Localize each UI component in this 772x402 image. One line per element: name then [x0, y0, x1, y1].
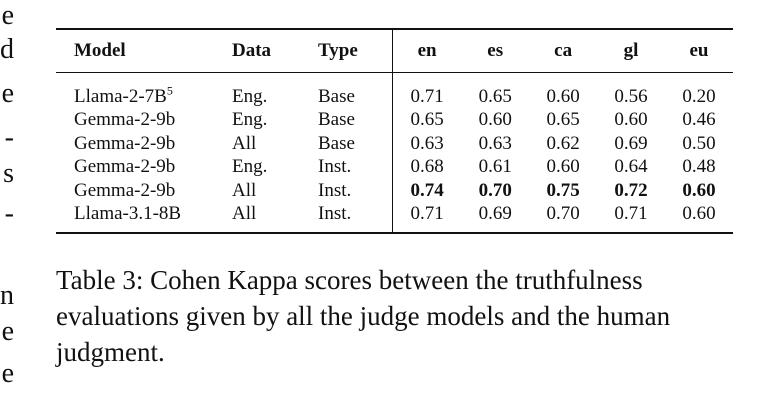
cell-score-en: 0.63: [392, 132, 462, 156]
cell-score-ca: 0.65: [546, 109, 580, 131]
cell-score-es: 0.69: [478, 203, 512, 225]
cell-score-en: 0.74: [392, 179, 462, 203]
cell-data: All: [232, 179, 257, 201]
kappa-scores-table: Model Data Type en es ca gl eu Llama-2-7…: [56, 28, 733, 234]
cell-score-eu: 0.46: [682, 109, 716, 131]
table-row: Gemma-2-9b All Base 0.63 0.63 0.62 0.69 0.50: [56, 132, 733, 156]
cell-data: All: [232, 203, 257, 225]
margin-fragment: s: [3, 158, 14, 189]
header-gl: gl: [597, 29, 666, 73]
margin-fragment: e: [1, 358, 14, 389]
table-row: Gemma-2-9b Eng. Inst. 0.68 0.61 0.60 0.64 0.48: [56, 155, 733, 180]
cell-model: Gemma-2-9b: [56, 156, 228, 180]
table-caption: Table 3: Cohen Kappa scores between the …: [56, 265, 671, 367]
model-name: Gemma-2-9b: [74, 156, 176, 178]
cell-type: Inst.: [318, 156, 352, 178]
cell-score-eu: 0.48: [682, 156, 716, 178]
cell-data: Eng.: [232, 85, 268, 107]
header-type: Type: [314, 29, 393, 73]
cell-type: Base: [318, 85, 355, 107]
cell-score-en: 0.71: [392, 72, 462, 109]
cell-score-en: 0.65: [392, 108, 462, 132]
cell-score-eu: 0.60: [682, 203, 716, 225]
cell-score-es: 0.60: [478, 109, 512, 131]
cell-model: Gemma-2-9b: [56, 132, 228, 156]
cell-score-gl: 0.69: [614, 132, 648, 154]
cell-model: Gemma-2-9b: [56, 109, 228, 133]
model-name: Gemma-2-9b: [74, 179, 176, 201]
cell-model: Llama-2-7B5: [56, 73, 228, 109]
table-header-row: Model Data Type en es ca gl eu: [56, 29, 733, 73]
header-en: en: [392, 29, 462, 73]
cell-score-es: 0.63: [478, 132, 512, 154]
header-model: Model: [56, 29, 228, 73]
cell-type: Inst.: [318, 179, 352, 201]
cell-score-ca: 0.60: [546, 85, 580, 107]
margin-fragment: -: [4, 122, 14, 153]
cell-score-es: 0.70: [478, 179, 512, 201]
cell-score-gl: 0.72: [614, 179, 648, 201]
cell-score-gl: 0.56: [614, 85, 648, 107]
cell-score-ca: 0.60: [546, 156, 580, 178]
cell-data: All: [232, 132, 257, 154]
table-row: Gemma-2-9b All Inst. 0.74 0.70 0.75 0.72 0.60: [56, 179, 733, 203]
margin-fragment: e: [1, 0, 14, 31]
cell-score-es: 0.65: [478, 85, 512, 107]
cell-score-en: 0.71: [392, 202, 462, 233]
cell-data: Eng.: [232, 109, 268, 131]
cell-score-ca: 0.75: [546, 179, 580, 201]
table-row: Gemma-2-9b Eng. Base 0.65 0.60 0.65 0.60 0.46: [56, 108, 733, 133]
table-row: Llama-2-7B5 Eng. Base 0.71 0.65 0.60 0.56 0.20: [56, 72, 733, 109]
margin-fragment: e: [1, 316, 14, 347]
results-table-container: Model Data Type en es ca gl eu Llama-2-7…: [56, 28, 733, 234]
cell-score-ca: 0.62: [546, 132, 580, 154]
margin-fragment: n: [0, 280, 14, 311]
cell-type: Base: [318, 132, 355, 154]
cell-score-eu: 0.20: [682, 85, 716, 107]
cell-model: Gemma-2-9b: [56, 179, 228, 203]
cell-type: Inst.: [318, 203, 352, 225]
cell-score-eu: 0.50: [682, 132, 716, 154]
model-name: Llama-2-7B: [74, 85, 167, 107]
header-ca: ca: [529, 29, 598, 73]
model-name: Gemma-2-9b: [74, 132, 176, 154]
margin-fragment: d: [0, 34, 14, 65]
cell-data: Eng.: [232, 156, 268, 178]
cell-score-es: 0.61: [478, 156, 512, 178]
model-name: Llama-3.1-8B: [74, 203, 182, 225]
header-es: es: [461, 29, 530, 73]
table-row: Llama-3.1-8B All Inst. 0.71 0.69 0.70 0.71 0.60: [56, 202, 733, 234]
header-eu: eu: [665, 29, 733, 73]
cell-score-ca: 0.70: [546, 203, 580, 225]
margin-fragment: -: [4, 198, 14, 229]
model-name: Gemma-2-9b: [74, 109, 176, 131]
margin-fragment: e: [1, 78, 14, 109]
cell-score-gl: 0.60: [614, 109, 648, 131]
cell-score-gl: 0.71: [614, 203, 648, 225]
cell-model: Llama-3.1-8B: [56, 203, 228, 234]
cell-score-en: 0.68: [392, 155, 462, 179]
table-body: Llama-2-7B5 Eng. Base 0.71 0.65 0.60 0.56 0.20 G…: [56, 72, 733, 234]
footnote-marker: 5: [166, 83, 173, 98]
cell-score-eu: 0.60: [682, 179, 716, 201]
header-data: Data: [228, 29, 314, 73]
cell-type: Base: [318, 109, 355, 131]
cell-score-gl: 0.64: [614, 156, 648, 178]
